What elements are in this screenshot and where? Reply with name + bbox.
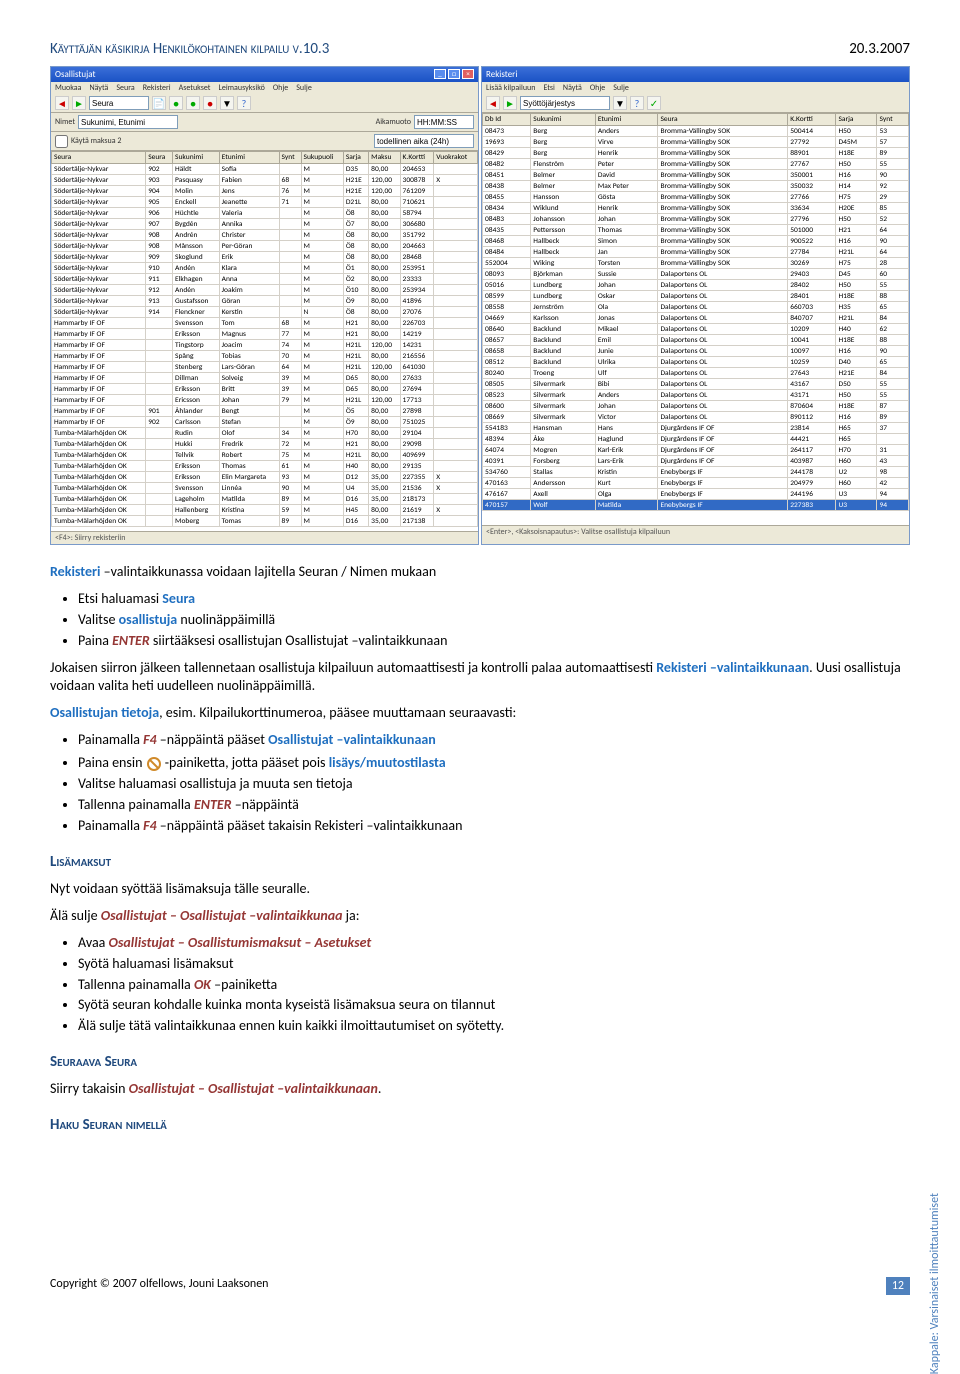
list-item: Paina ensin -painiketta, jotta pääset po… (78, 754, 910, 773)
toolbar-3: Käytä maksua 2 (51, 132, 478, 151)
toolbar-1: ◄ ► 📄 ● ● ● ▼ ? (51, 94, 478, 113)
rekisteri-window: Rekisteri Lisää kilpailuun Etsi Näytä Oh… (481, 66, 910, 545)
menu-item[interactable]: Rekisteri (143, 83, 171, 93)
side-caption: Kappale: Varsinaiset ilmoittautumiset (928, 1193, 942, 1374)
tool-icon[interactable]: ● (186, 96, 200, 110)
tool-icon[interactable]: 📄 (152, 96, 166, 110)
section-heading-haku: Haku Seuran nimellä (50, 1115, 910, 1135)
page-number: 12 (886, 1277, 910, 1295)
list-item: Valitse haluamasi osallistuja ja muuta s… (78, 775, 910, 794)
close-icon[interactable]: × (462, 69, 474, 79)
toolbar: ◄ ► ▼ ? ✓ (482, 94, 909, 113)
syottojarjestys-dropdown[interactable] (520, 96, 610, 110)
screenshot-pair: Osallistujat _ □ × Muokaa Näytä Seura Re… (50, 66, 910, 545)
fwd-icon[interactable]: ► (503, 96, 517, 110)
list-item: Painamalla F4 –näppäintä pääset takaisin… (78, 817, 910, 836)
body-text: Rekisteri –valintaikkunassa voidaan laji… (50, 563, 910, 1136)
menu-item[interactable]: Sulje (613, 83, 629, 93)
tool-icon[interactable]: ▼ (613, 96, 627, 110)
titlebar: Osallistujat _ □ × (51, 67, 478, 82)
menu-item[interactable]: Näytä (563, 83, 582, 93)
label-nimet: Nimet (55, 117, 75, 127)
kayta-maksua-checkbox[interactable] (55, 135, 68, 148)
list-item: Etsi haluamasi Seura (78, 590, 910, 609)
cancel-edit-icon (146, 756, 162, 772)
menu-item[interactable]: Lisää kilpailuun (486, 83, 535, 93)
list-item: Syötä seuran kohdalle kuinka monta kysei… (78, 996, 910, 1015)
menu-item[interactable]: Ohje (273, 83, 288, 93)
statusbar: <Enter>, <Kaksoisnapautus>: Valitse osal… (482, 525, 909, 538)
list-item: Valitse osallistuja nuolinäppäimillä (78, 611, 910, 630)
list-item: Painamalla F4 –näppäintä pääset Osallist… (78, 731, 910, 750)
doc-date: 20.3.2007 (849, 40, 910, 58)
window-controls: _ □ × (434, 69, 474, 80)
menu-item[interactable]: Ohje (590, 83, 605, 93)
copyright: Copyright © 2007 olfellows, Jouni Laakso… (50, 1277, 268, 1295)
back-icon[interactable]: ◄ (55, 96, 69, 110)
paragraph: Nyt voidaan syöttää lisämaksuja tälle se… (50, 880, 910, 899)
window-title: Osallistujat (55, 69, 96, 80)
back-icon[interactable]: ◄ (486, 96, 500, 110)
menubar: Muokaa Näytä Seura Rekisteri Asetukset L… (51, 82, 478, 94)
kayta-maksua-label: Käytä maksua 2 (71, 136, 121, 146)
menu-item[interactable]: Seura (116, 83, 134, 93)
check-icon[interactable]: ✓ (647, 96, 661, 110)
footer: Copyright © 2007 olfellows, Jouni Laakso… (50, 1277, 910, 1295)
menubar: Lisää kilpailuun Etsi Näytä Ohje Sulje (482, 82, 909, 94)
minimize-icon[interactable]: _ (434, 69, 446, 79)
list-item: Tallenna painamalla ENTER –näppäintä (78, 796, 910, 815)
fwd-icon[interactable]: ► (72, 96, 86, 110)
doc-title: Käyttäjän käsikirja Henkilökohtainen kil… (50, 40, 329, 58)
aikamuoto-input[interactable] (414, 115, 474, 129)
paragraph: Älä sulje Osallistujat – Osallistujat –v… (50, 907, 910, 926)
titlebar: Rekisteri (482, 67, 909, 82)
list-item: Paina ENTER siirtääksesi osallistujan Os… (78, 632, 910, 651)
statusbar: <F4>: Siirry rekisteriin (51, 531, 478, 544)
list-item: Älä sulje tätä valintaikkunaa ennen kuin… (78, 1017, 910, 1036)
window-title: Rekisteri (486, 69, 517, 80)
list-item: Tallenna painamalla OK –painiketta (78, 976, 910, 995)
maximize-icon[interactable]: □ (448, 69, 460, 79)
paragraph: Siirry takaisin Osallistujat – Osallistu… (50, 1080, 910, 1099)
paragraph: Jokaisen siirron jälkeen tallennetaan os… (50, 659, 910, 697)
menu-item[interactable]: Asetukset (179, 83, 211, 93)
menu-item[interactable]: Muokaa (55, 83, 81, 93)
rekisteri-grid[interactable]: Db IdSukunimiEtunimiSeuraK.KorttiSarjaSy… (482, 113, 909, 525)
menu-item[interactable]: Leimausyksikö (218, 83, 264, 93)
osallistujat-window: Osallistujat _ □ × Muokaa Näytä Seura Re… (50, 66, 479, 545)
section-heading-seuraava: Seuraava Seura (50, 1052, 910, 1072)
tool-icon[interactable]: ▼ (220, 96, 234, 110)
help-icon[interactable]: ? (237, 96, 251, 110)
list-item: Syötä haluamasi lisämaksut (78, 955, 910, 974)
menu-item[interactable]: Sulje (296, 83, 312, 93)
list-item: Avaa Osallistujat – Osallistumismaksut –… (78, 934, 910, 953)
tool-icon[interactable]: ● (169, 96, 183, 110)
paragraph: Osallistujan tietoja, esim. Kilpailukort… (50, 704, 910, 723)
toolbar-2: Nimet Aikamuoto (51, 113, 478, 132)
nimet-input[interactable] (78, 115, 178, 129)
todellinen-input[interactable] (374, 134, 474, 148)
help-icon[interactable]: ? (630, 96, 644, 110)
aikamuoto-label: Aikamuoto (376, 117, 411, 127)
osallistujat-grid[interactable]: SeuraSeuraSukunimiEtunimiSyntSukupuoliSa… (51, 151, 478, 531)
tool-icon[interactable]: ● (203, 96, 217, 110)
seura-dropdown[interactable] (89, 96, 149, 110)
text: –valintaikkunassa voidaan lajitella Seur… (104, 563, 437, 580)
menu-item[interactable]: Etsi (543, 83, 554, 93)
menu-item[interactable]: Näytä (89, 83, 108, 93)
section-heading-lisamaksut: Lisämaksut (50, 852, 910, 872)
rekisteri-label: Rekisteri (50, 563, 100, 580)
